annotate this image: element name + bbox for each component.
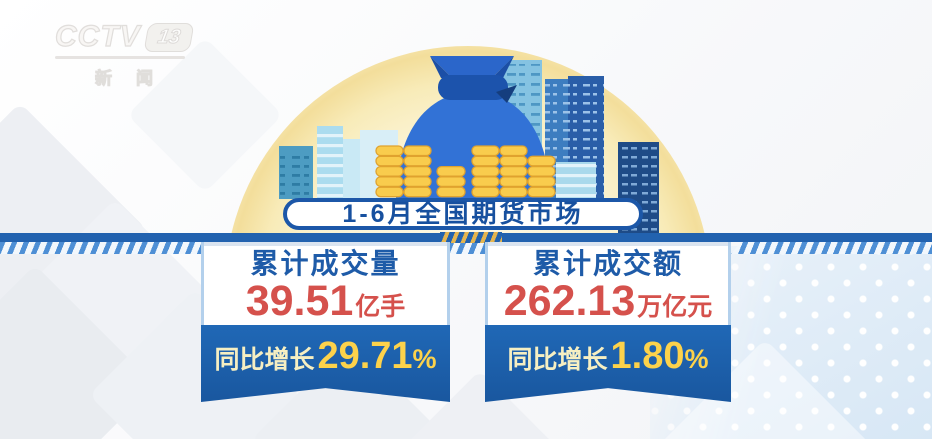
stat-value-row: 39.51 亿手 <box>204 280 447 323</box>
growth-unit: % <box>412 344 437 374</box>
growth-value: 1.80 <box>610 335 685 377</box>
divider-ticks <box>440 232 502 243</box>
stat-card-value-section: 累计成交额 262.13 万亿元 <box>485 242 731 325</box>
logo-subtitle: 新闻 <box>95 69 177 89</box>
stat-card-value-section: 累计成交量 39.51 亿手 <box>201 242 450 325</box>
stat-value: 262.13 <box>503 277 636 325</box>
hatch-stripe-left <box>0 242 204 254</box>
growth-unit: % <box>684 344 709 374</box>
growth-label: 同比增长 <box>214 346 315 374</box>
growth-label: 同比增长 <box>507 346 608 374</box>
growth-banner: 同比增长 29.71 % <box>201 325 450 402</box>
cctv-logo-text: CCTV <box>54 19 141 53</box>
channel-13-badge: 13 <box>143 22 195 52</box>
coin-stack-icon <box>375 145 556 198</box>
channel-number: 13 <box>155 25 182 48</box>
hatch-stripe-middle <box>449 242 485 254</box>
stat-unit: 万亿元 <box>637 293 713 321</box>
stat-title: 累计成交额 <box>532 248 683 279</box>
stat-value-row: 262.13 万亿元 <box>488 280 728 323</box>
hatch-stripe-right <box>731 242 932 254</box>
city-skyline <box>279 56 659 233</box>
stat-value: 39.51 <box>245 277 354 325</box>
headline-pill: 1-6月全国期货市场 <box>283 198 643 230</box>
logo-underline <box>55 56 185 59</box>
stat-title: 累计成交量 <box>250 248 401 279</box>
building <box>279 126 398 199</box>
stat-card-turnover: 累计成交额 262.13 万亿元 同比增长 1.80 % <box>485 242 731 402</box>
growth-value: 29.71 <box>317 335 413 377</box>
stat-card-volume: 累计成交量 39.51 亿手 同比增长 29.71 % <box>201 242 450 402</box>
growth-banner: 同比增长 1.80 % <box>485 325 731 402</box>
stat-unit: 亿手 <box>355 293 406 321</box>
cctv-logo: CCTV 13 新闻 <box>54 19 195 89</box>
